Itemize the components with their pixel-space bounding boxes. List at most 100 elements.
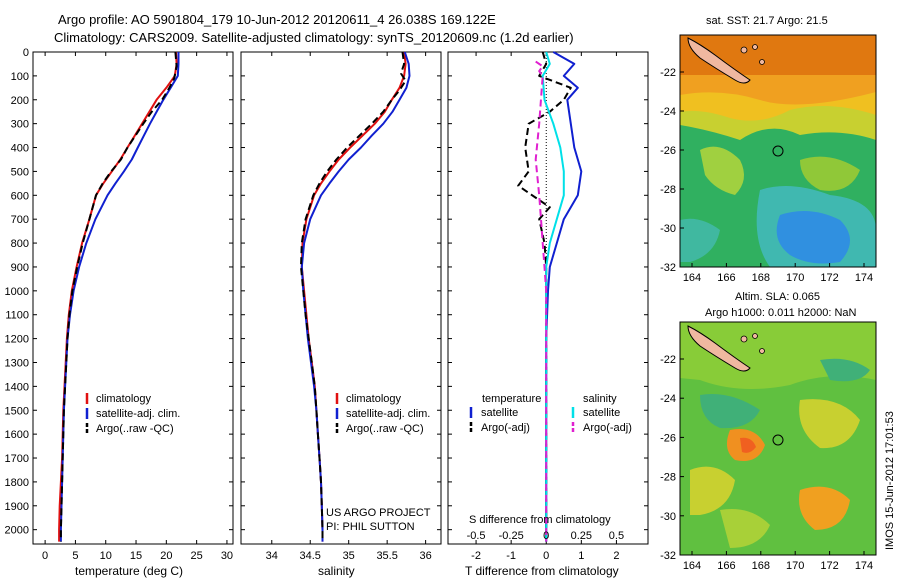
sla-map [680,322,876,555]
map-x-tick-label: 172 [820,272,838,284]
map-y-tick-label: -22 [660,354,676,366]
depth-tick-label: 1300 [5,357,29,369]
depth-tick-label: 400 [11,143,29,155]
difference-panel-frame [447,51,649,545]
depth-tick-label: 300 [11,119,29,131]
temperature-panel-frame [32,51,234,545]
series-line-s-argo-adj- [534,60,548,542]
figure-title-line2: Climatology: CARS2009. Satellite-adjuste… [54,30,574,45]
legend-label-argo: Argo(..raw -QC) [96,423,174,435]
map-y-tick-label: -24 [660,393,676,405]
map-x-tick-label: 166 [717,272,735,284]
map-x-tick-label: 164 [683,560,701,572]
sst-map-axes: 164 166 168 170 172 174 -22 -24 -26 -28 -30 -32 [660,67,873,284]
sla-map-title-line1: Altim. SLA: 0.065 [735,291,820,303]
depth-tick-label: 2000 [5,525,29,537]
temperature-axis-label: temperature (deg C) [75,564,183,578]
x-tick-label: 1 [578,550,584,562]
legend-label-climatology: climatology [346,393,402,405]
depth-tick-label: 200 [11,95,29,107]
map-y-tick-label: -22 [660,67,676,79]
map-y-tick-label: -26 [660,145,676,157]
x-tick-label: 35.5 [376,550,397,562]
depth-tick-label: 100 [11,71,29,83]
series-line-climatology [58,51,178,542]
map-x-tick-label: 166 [717,560,735,572]
sla-map-frame [679,321,877,556]
depth-tick-label: 1100 [5,310,29,322]
series-line-t-argo-adj- [517,51,572,542]
sst-map-frame [679,34,877,268]
difference-axis-label: T difference from climatology [465,564,619,578]
legend-label-t-argo: Argo(-adj) [481,422,530,434]
difference-plot: -2 -1 0 1 2 [471,51,619,562]
map-y-tick-label: -30 [660,511,676,523]
depth-tick-label: 900 [11,262,29,274]
pi-annotation: PI: PHIL SUTTON [326,521,415,533]
project-annotation: US ARGO PROJECT [326,507,431,519]
salinity-legend: climatology satellite-adj. clim. Argo(..… [335,393,430,435]
map-x-tick-label: 174 [855,560,873,572]
map-x-tick-label: 168 [752,560,770,572]
series-line-climatology [300,51,407,542]
series-line-t-satellite [545,51,583,542]
s-difference-axis: -0.5 -0.25 0 0.25 0.5 [467,530,624,542]
depth-tick-label: 1800 [5,477,29,489]
x-tick-label: 0 [543,550,549,562]
legend-label-argo: Argo(..raw -QC) [346,423,424,435]
s-difference-axis-title: S difference from climatology [469,514,611,526]
depth-tick-label: 600 [11,190,29,202]
x-tick-label: 2 [613,550,619,562]
x-tick-label: 0 [42,550,48,562]
s-tick-label: 0.25 [571,530,592,542]
temperature-plot: 0 5 10 15 20 25 30 [42,51,233,562]
map-x-tick-label: 170 [786,272,804,284]
salinity-axis-label: salinity [318,564,355,578]
legend-label-satellite: satellite-adj. clim. [346,408,430,420]
x-tick-label: -1 [506,550,516,562]
legend-header-temperature: temperature [482,393,541,405]
map-y-tick-label: -28 [660,184,676,196]
map-y-tick-label: -24 [660,106,676,118]
figure-title-line1: Argo profile: AO 5901804_179 10-Jun-2012… [58,12,496,27]
s-tick-label: -0.5 [467,530,486,542]
difference-legend: temperature salinity satellite Argo(-adj… [469,393,632,434]
x-tick-label: 15 [130,550,142,562]
map-y-tick-label: -32 [660,262,676,274]
x-tick-label: 34.5 [300,550,321,562]
salinity-plot: 34 34.5 35 35.5 36 [266,51,432,562]
series-line-s-satellite [541,51,565,542]
x-tick-label: 36 [419,550,431,562]
depth-tick-label: 0 [23,47,29,59]
x-tick-label: -2 [471,550,481,562]
x-tick-label: 20 [160,550,172,562]
depth-tick-label: 1200 [5,334,29,346]
salinity-panel-frame [240,51,442,545]
sst-map [680,35,876,267]
map-x-tick-label: 164 [683,272,701,284]
map-x-tick-label: 170 [786,560,804,572]
depth-tick-label: 800 [11,238,29,250]
series-line-satellite-adj-clim- [300,51,411,542]
legend-label-t-satellite: satellite [481,407,518,419]
depth-tick-label: 1700 [5,453,29,465]
x-tick-label: 5 [72,550,78,562]
map-y-tick-label: -28 [660,472,676,484]
legend-label-s-satellite: satellite [583,407,620,419]
legend-label-s-argo: Argo(-adj) [583,422,632,434]
x-tick-label: 25 [191,550,203,562]
series-line-argo-raw-qc- [59,51,178,542]
map-x-tick-label: 168 [752,272,770,284]
series-line-satellite-adj-clim- [59,52,180,542]
legend-label-climatology: climatology [96,393,152,405]
legend-header-salinity: salinity [583,393,617,405]
depth-tick-label: 1000 [5,286,29,298]
x-tick-label: 35 [343,550,355,562]
x-tick-label: 34 [266,550,278,562]
map-y-tick-label: -32 [660,550,676,562]
map-y-tick-label: -30 [660,223,676,235]
depth-tick-label: 1600 [5,429,29,441]
map-x-tick-label: 174 [855,272,873,284]
depth-tick-label: 500 [11,166,29,178]
